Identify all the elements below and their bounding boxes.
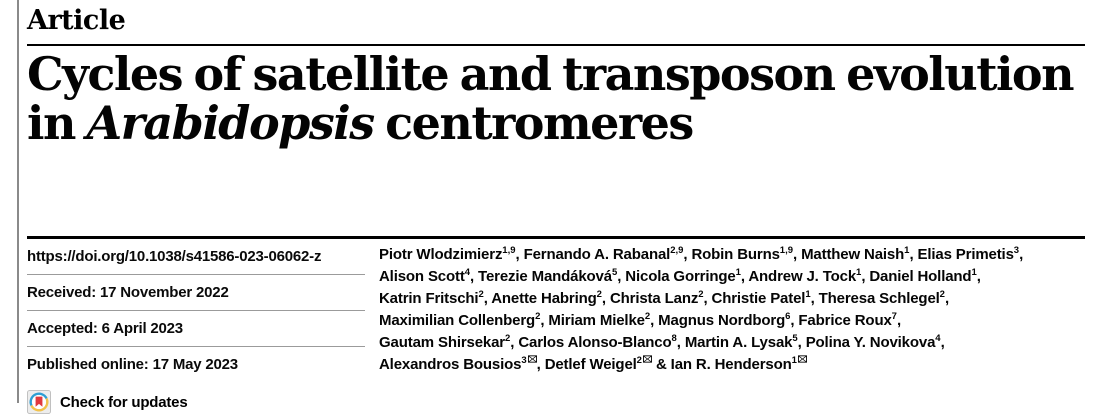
envelope-icon xyxy=(797,355,807,363)
check-for-updates-button[interactable]: Check for updates xyxy=(27,382,365,414)
author-name: Matthew Naish xyxy=(801,246,905,263)
author-name: Detlef Weigel xyxy=(544,356,637,373)
author-affiliation-sup: 7 xyxy=(891,311,897,322)
author-affiliation-sup: 1 xyxy=(735,267,741,278)
author-name: Theresa Schlegel xyxy=(818,290,940,307)
author-affiliation-sup: 2 xyxy=(505,333,511,344)
author-affiliation-sup: 2 xyxy=(596,289,602,300)
title-line1: Cycles of satellite and transposon evolu… xyxy=(27,47,1075,101)
author-affiliation-sup: 2 xyxy=(637,355,652,366)
author-name: Polina Y. Novikova xyxy=(805,334,936,351)
author-affiliation-sup: 1 xyxy=(805,289,811,300)
author-affiliation-sup: 2 xyxy=(939,289,945,300)
author-name: Fernando A. Rabanal xyxy=(523,246,671,263)
author-affiliation-sup: 1,9 xyxy=(502,245,516,256)
envelope-icon xyxy=(527,355,537,363)
author-affiliation-sup: 1 xyxy=(971,267,977,278)
envelope-icon xyxy=(642,355,652,363)
author-line: Maximilian Collenberg2, Miriam Mielke2, … xyxy=(379,311,901,329)
author-affiliation-sup: 1,9 xyxy=(779,245,794,256)
author-name: Nicola Gorringe xyxy=(625,268,736,285)
author-affiliation-sup: 1 xyxy=(792,355,807,366)
author-affiliation-sup: 1 xyxy=(856,267,862,278)
author-name: Piotr Wlodzimierz xyxy=(379,246,503,263)
author-name: Fabrice Roux xyxy=(798,312,892,329)
author-name: Magnus Nordborg xyxy=(658,312,786,329)
author-name: Anette Habring xyxy=(491,290,597,307)
author-affiliation-sup: 2,9 xyxy=(670,245,684,256)
author-name: Gautam Shirsekar xyxy=(379,334,505,351)
author-affiliation-sup: 1 xyxy=(904,245,910,256)
author-name: Martin A. Lysak xyxy=(684,334,793,351)
author-name: Katrin Fritschi xyxy=(379,290,479,307)
author-line: Alison Scott4, Terezie Mandáková5, Nicol… xyxy=(379,267,981,285)
accepted-date: Accepted: 6 April 2023 xyxy=(27,311,365,347)
author-name: Terezie Mandáková xyxy=(478,268,612,285)
title-line2-italic: Arabidopsis xyxy=(86,96,375,150)
published-date: Published online: 17 May 2023 xyxy=(27,356,238,373)
author-affiliation-sup: 5 xyxy=(792,333,798,344)
author-affiliation-sup: 3 xyxy=(1013,245,1020,256)
left-margin-rule xyxy=(17,0,19,403)
meta-column: https://doi.org/10.1038/s41586-023-06062… xyxy=(27,239,365,414)
author-affiliation-sup: 4 xyxy=(464,267,470,278)
page-title: Cycles of satellite and transposon evolu… xyxy=(27,50,1085,148)
crossmark-icon xyxy=(27,390,51,414)
kicker-divider xyxy=(27,44,1085,46)
author-affiliation-sup: 2 xyxy=(535,311,541,322)
author-name: Carlos Alonso-Blanco xyxy=(518,334,672,351)
author-affiliation-sup: 8 xyxy=(671,333,677,344)
article-kicker: Article xyxy=(27,5,126,36)
author-affiliation-sup: 2 xyxy=(698,289,704,300)
author-affiliation-sup: 3 xyxy=(521,355,537,366)
author-name: Christie Patel xyxy=(711,290,806,307)
doi-link[interactable]: https://doi.org/10.1038/s41586-023-06062… xyxy=(27,239,365,275)
author-name: Christa Lanz xyxy=(609,290,699,307)
author-name: Robin Burns xyxy=(691,246,780,263)
author-name: Elias Primetis xyxy=(917,246,1014,263)
author-name: Daniel Holland xyxy=(869,268,972,285)
author-affiliation-sup: 4 xyxy=(935,333,941,344)
author-line: Gautam Shirsekar2, Carlos Alonso-Blanco8… xyxy=(379,333,945,351)
author-name: Ian R. Henderson xyxy=(670,356,792,373)
received-date: Received: 17 November 2022 xyxy=(27,275,365,311)
author-affiliation-sup: 2 xyxy=(478,289,484,300)
author-line: Piotr Wlodzimierz1,9, Fernando A. Rabana… xyxy=(379,245,1024,263)
author-affiliation-sup: 2 xyxy=(644,311,651,322)
author-name: Maximilian Collenberg xyxy=(379,312,536,329)
author-name: Andrew J. Tock xyxy=(748,268,857,285)
author-line: Katrin Fritschi2, Anette Habring2, Chris… xyxy=(379,289,949,307)
author-lines: Piotr Wlodzimierz1,9, Fernando A. Rabana… xyxy=(379,239,1085,414)
title-line2-post: centromeres xyxy=(373,96,694,150)
author-affiliation-sup: 5 xyxy=(611,267,618,278)
author-name: Alison Scott xyxy=(379,268,465,285)
header-columns: https://doi.org/10.1038/s41586-023-06062… xyxy=(27,236,1085,414)
author-affiliation-sup: 6 xyxy=(785,311,791,322)
check-for-updates-label: Check for updates xyxy=(60,393,188,411)
author-name: Miriam Mielke xyxy=(548,312,645,329)
author-name: Alexandros Bousios xyxy=(379,356,522,373)
author-line: Alexandros Bousios3, Detlef Weigel2 & Ia… xyxy=(379,354,1085,376)
title-line2-pre: in xyxy=(27,96,87,150)
